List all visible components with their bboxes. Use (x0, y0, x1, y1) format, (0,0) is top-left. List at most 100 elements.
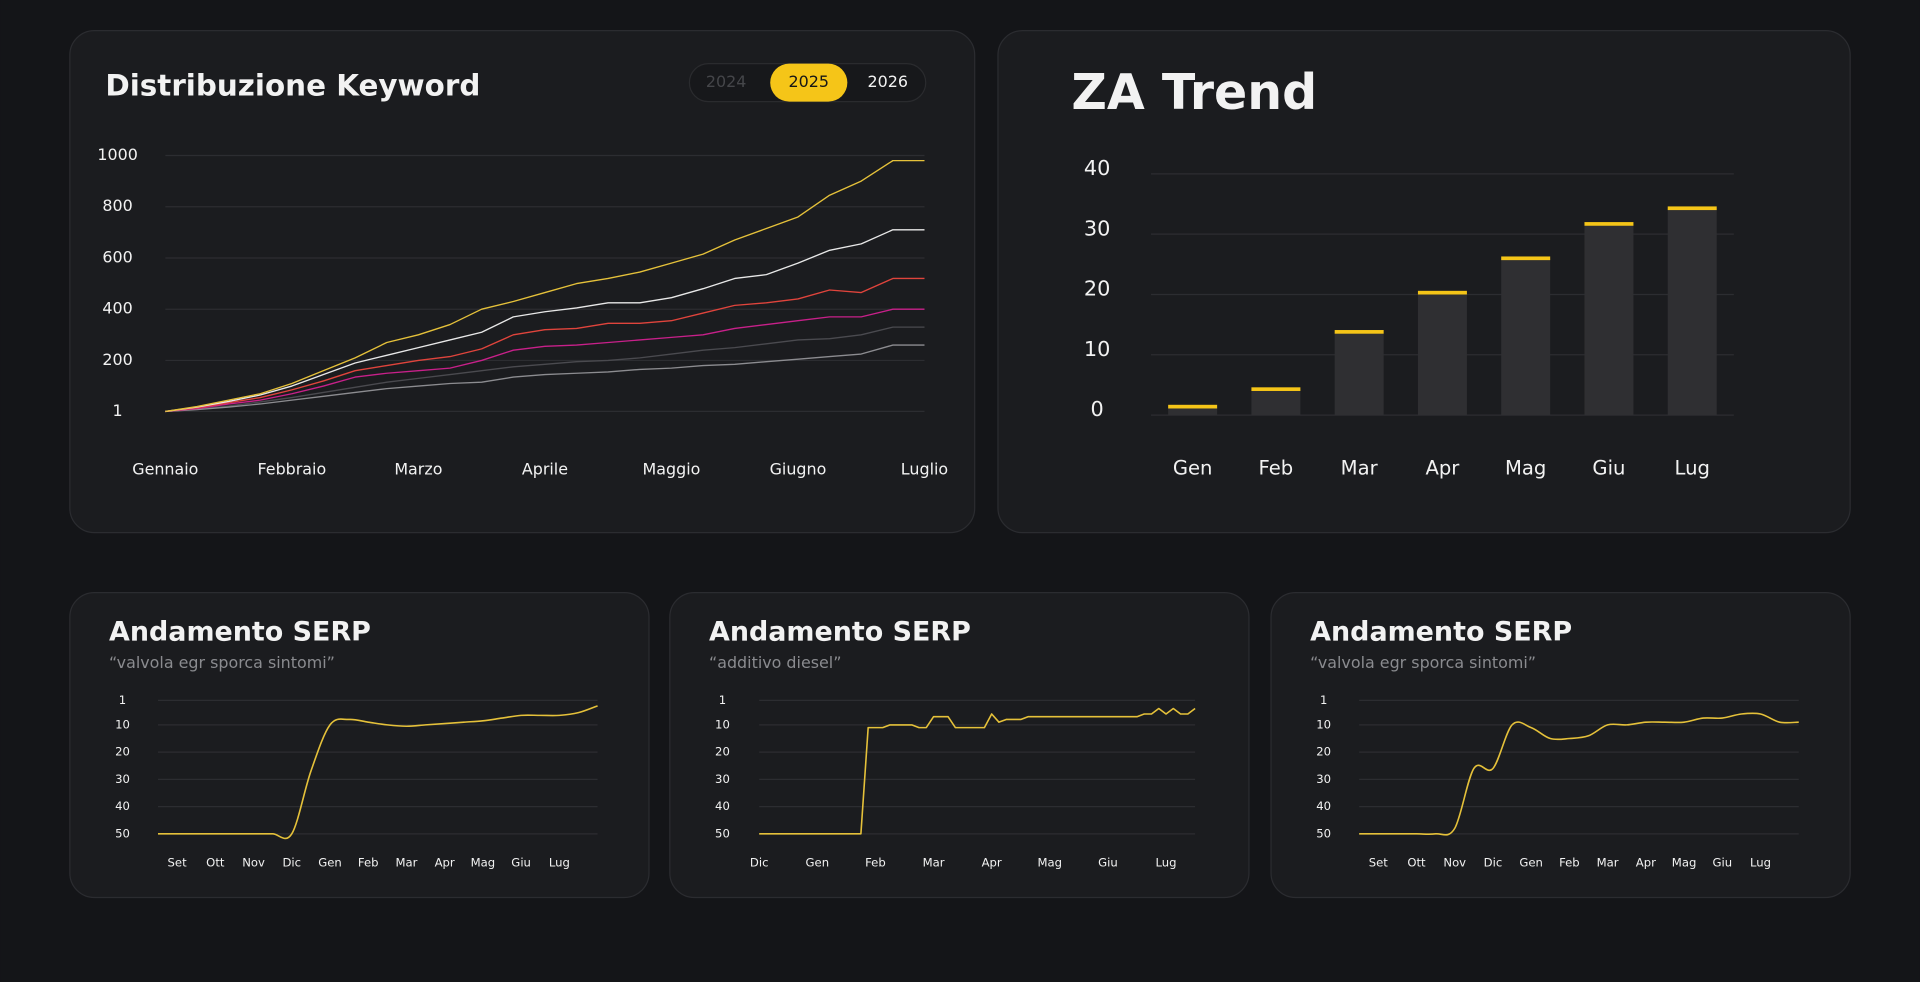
year-option[interactable]: 2025 (789, 72, 829, 91)
y-tick-label: 10 (115, 717, 130, 731)
chart-panel: ZA Trend 0 10 20 30 40 Gen Feb Mar Apr Mag Giu Lug (997, 29, 1851, 534)
bar (1501, 258, 1551, 416)
bar (1334, 331, 1384, 416)
x-tick-label: Luglio (901, 460, 948, 479)
y-tick-label: 30 (115, 772, 130, 786)
y-tick-label: 20 (115, 745, 130, 759)
x-tick-label: Maggio (643, 460, 701, 479)
selector-highlight[interactable] (770, 63, 848, 102)
x-tick-label: Gen (1173, 456, 1213, 479)
x-tick-label: Giu (511, 856, 531, 870)
y-tick-label: 10 (1084, 337, 1110, 361)
y-tick-label: 800 (102, 196, 132, 215)
bar-cap (1251, 387, 1301, 391)
x-tick-label: Ott (1407, 856, 1426, 870)
x-tick-label: Apr (1636, 856, 1656, 870)
x-tick-label: Marzo (394, 460, 442, 479)
panel-background (69, 29, 976, 534)
y-tick-label: 20 (1084, 277, 1110, 301)
y-tick-label: 600 (102, 247, 132, 266)
x-tick-label: Mag (1672, 856, 1697, 870)
series-line (165, 229, 925, 413)
x-tick-label: Giu (1098, 856, 1118, 870)
chart-panel: Andamento SERP “additivo diesel” 1 10 20 30 40… (669, 592, 1250, 899)
x-tick-label: Set (1369, 856, 1389, 870)
x-tick-label: Lug (1750, 856, 1771, 870)
y-tick-label: 20 (1316, 745, 1331, 759)
y-tick-label: 50 (115, 826, 130, 840)
x-tick-label: Feb (358, 856, 379, 870)
y-tick-label: 40 (715, 799, 730, 813)
x-tick-label: Apr (982, 856, 1002, 870)
chart-subtitle: “valvola egr sporca sintomi” (1310, 653, 1536, 672)
x-tick-label: Gennaio (132, 460, 198, 479)
y-tick-label: 1 (113, 401, 123, 420)
x-tick-label: Gen (806, 856, 830, 870)
y-tick-label: 40 (1316, 799, 1331, 813)
x-tick-label: Feb (1559, 856, 1580, 870)
x-tick-label: Giu (1592, 456, 1625, 479)
bar-cap (1667, 206, 1717, 211)
chart-subtitle: “valvola egr sporca sintomi” (109, 653, 335, 672)
x-tick-label: Lug (1156, 856, 1177, 870)
y-tick-label: 40 (115, 799, 130, 813)
y-tick-label: 200 (102, 350, 132, 369)
x-tick-label: Mag (1505, 456, 1546, 479)
bar-cap (1334, 330, 1384, 334)
series-line (157, 705, 598, 840)
y-tick-label: 20 (715, 745, 730, 759)
series-line (165, 344, 925, 413)
chart-title: Andamento SERP (709, 617, 971, 648)
x-tick-label: Mag (1038, 856, 1063, 870)
bar (1251, 389, 1301, 416)
chart-panel: Distribuzione Keyword 1 200 400 600 800 1000 Ge… (69, 29, 976, 534)
y-tick-label: 30 (715, 772, 730, 786)
x-tick-label: Gen (318, 856, 342, 870)
series-line (165, 308, 925, 413)
y-tick-label: 50 (1316, 826, 1331, 840)
y-tick-label: 0 (1091, 397, 1104, 421)
y-tick-label: 30 (1316, 772, 1331, 786)
series-line (759, 707, 1196, 835)
bar (1417, 292, 1467, 416)
x-tick-label: Gen (1519, 856, 1543, 870)
bar (1168, 406, 1218, 416)
x-tick-label: Nov (242, 856, 265, 870)
x-tick-label: Mar (923, 856, 945, 870)
chart-subtitle: “additivo diesel” (709, 653, 842, 672)
chart-title: Andamento SERP (1310, 617, 1572, 648)
x-tick-label: Mar (1597, 856, 1619, 870)
chart-title: Distribuzione Keyword (105, 68, 480, 102)
bar (1584, 223, 1634, 416)
panel-background (1270, 592, 1851, 899)
x-tick-label: Dic (1484, 856, 1503, 870)
panel-background (69, 592, 650, 899)
y-tick-label: 10 (715, 717, 730, 731)
bar (1667, 208, 1717, 416)
year-option[interactable]: 2024 (706, 72, 746, 91)
x-tick-label: Apr (435, 856, 455, 870)
y-tick-label: 40 (1084, 156, 1110, 180)
bar-cap (1501, 256, 1551, 261)
x-tick-label: Mar (395, 856, 417, 870)
y-tick-label: 50 (715, 826, 730, 840)
chart-title: Andamento SERP (109, 617, 371, 648)
x-tick-label: Nov (1443, 856, 1466, 870)
chart-panel: Andamento SERP “valvola egr sporca sintom… (1270, 592, 1851, 899)
x-tick-label: Feb (1259, 456, 1294, 479)
x-tick-label: Lug (1675, 456, 1710, 479)
y-tick-label: 1000 (97, 145, 137, 164)
x-tick-label: Giugno (770, 460, 827, 479)
chart-panel: Andamento SERP “valvola egr sporca sintom… (69, 592, 650, 899)
x-tick-label: Ott (206, 856, 225, 870)
x-tick-label: Febbraio (258, 460, 327, 479)
y-tick-label: 1 (119, 693, 126, 707)
bar-cap (1417, 290, 1467, 295)
series-line (165, 159, 925, 413)
x-tick-label: Apr (1425, 456, 1460, 479)
x-tick-label: Lug (549, 856, 570, 870)
year-option[interactable]: 2026 (868, 72, 908, 91)
series-line (1359, 712, 1799, 836)
y-tick-label: 30 (1084, 216, 1110, 240)
